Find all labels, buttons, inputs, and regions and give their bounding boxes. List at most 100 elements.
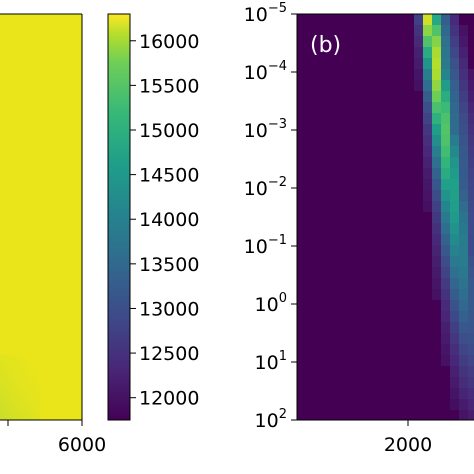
heatmap-cell [432, 245, 441, 256]
heatmap-cell [468, 146, 474, 157]
heatmap-cell [414, 36, 423, 47]
heatmap-cell [441, 322, 450, 333]
heatmap-cell [459, 47, 468, 58]
heatmap-cell [432, 212, 441, 223]
heatmap-cell [450, 388, 459, 399]
heatmap-cell [432, 289, 441, 300]
panel-a-heatmap-area [0, 14, 82, 420]
heatmap-cell [468, 410, 474, 420]
panel-b-cells [414, 14, 474, 420]
heatmap-cell [423, 168, 432, 179]
heatmap-cell [414, 25, 423, 36]
heatmap-cell [441, 267, 450, 278]
heatmap-cell [468, 80, 474, 91]
panel-b-label: (b) [310, 33, 341, 58]
panel-a: 6000 [0, 13, 106, 456]
heatmap-cell [468, 135, 474, 146]
heatmap-cell [441, 80, 450, 91]
heatmap-cell [414, 14, 423, 25]
heatmap-cell [423, 179, 432, 190]
heatmap-cell [459, 344, 468, 355]
heatmap-cell [468, 322, 474, 333]
heatmap-cell [468, 102, 474, 113]
heatmap-cell [459, 377, 468, 388]
heatmap-cell [423, 135, 432, 146]
heatmap-cell [441, 91, 450, 102]
colorbar-tick-label: 16000 [139, 31, 199, 53]
heatmap-cell [441, 223, 450, 234]
heatmap-cell [423, 80, 432, 91]
heatmap-cell [459, 223, 468, 234]
heatmap-cell [459, 36, 468, 47]
heatmap-cell [423, 58, 432, 69]
panel-a-xtick-label: 6000 [58, 434, 106, 456]
heatmap-cell [450, 267, 459, 278]
heatmap-cell [468, 267, 474, 278]
heatmap-cell [441, 355, 450, 366]
heatmap-cell [459, 58, 468, 69]
colorbar-frame [107, 13, 131, 421]
heatmap-cell [459, 245, 468, 256]
heatmap-cell [441, 69, 450, 80]
heatmap-cell [441, 256, 450, 267]
heatmap-cell [450, 355, 459, 366]
heatmap-cell [423, 91, 432, 102]
heatmap-cell [450, 146, 459, 157]
colorbar-tick-label: 14000 [139, 209, 199, 231]
heatmap-cell [450, 289, 459, 300]
heatmap-cell [459, 355, 468, 366]
heatmap-cell [423, 146, 432, 157]
panel-b: 10−5 10−4 10−3 10−2 10−1 100 101 102 2000 (b) [244, 1, 474, 456]
heatmap-cell [432, 47, 441, 58]
heatmap-cell [459, 113, 468, 124]
heatmap-cell [441, 234, 450, 245]
heatmap-cell [450, 278, 459, 289]
heatmap-cell [450, 399, 459, 410]
heatmap-cell [432, 278, 441, 289]
heatmap-cell [468, 223, 474, 234]
heatmap-cell [432, 69, 441, 80]
heatmap-cell [423, 36, 432, 47]
heatmap-cell [441, 344, 450, 355]
heatmap-cell [468, 190, 474, 201]
heatmap-cell [459, 366, 468, 377]
heatmap-cell [459, 289, 468, 300]
heatmap-cell [441, 25, 450, 36]
heatmap-cell [441, 102, 450, 113]
heatmap-cell [441, 47, 450, 58]
heatmap-cell [459, 322, 468, 333]
heatmap-cell [468, 69, 474, 80]
heatmap-cell [414, 69, 423, 80]
colorbar: 16000 15500 15000 14500 14000 13500 13000 12500… [107, 13, 199, 421]
heatmap-cell [468, 91, 474, 102]
heatmap-cell [468, 179, 474, 190]
heatmap-cell [441, 14, 450, 25]
heatmap-cell [441, 300, 450, 311]
colorbar-tick-label: 12000 [139, 388, 199, 410]
heatmap-cell [459, 190, 468, 201]
heatmap-cell [450, 157, 459, 168]
heatmap-cell [450, 377, 459, 388]
heatmap-cell [468, 168, 474, 179]
heatmap-cell [450, 300, 459, 311]
heatmap-cell [423, 25, 432, 36]
colorbar-tick-label: 13500 [139, 254, 199, 276]
heatmap-cell [459, 267, 468, 278]
colorbar-tick-label: 13000 [139, 298, 199, 320]
heatmap-cell [432, 135, 441, 146]
heatmap-cell [432, 124, 441, 135]
heatmap-cell [450, 366, 459, 377]
panel-b-ytick-label: 10−1 [244, 233, 287, 258]
heatmap-cell [432, 168, 441, 179]
heatmap-cell [432, 58, 441, 69]
heatmap-cell [423, 47, 432, 58]
heatmap-cell [468, 245, 474, 256]
heatmap-cell [441, 289, 450, 300]
heatmap-cell [468, 201, 474, 212]
heatmap-cell [432, 267, 441, 278]
heatmap-cell [441, 58, 450, 69]
heatmap-cell [414, 80, 423, 91]
heatmap-cell [459, 300, 468, 311]
heatmap-cell [450, 14, 459, 25]
